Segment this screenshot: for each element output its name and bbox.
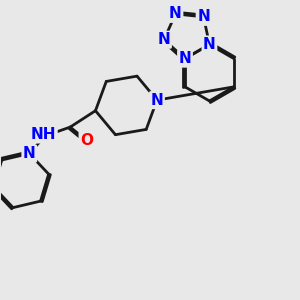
Text: N: N bbox=[178, 51, 191, 66]
Text: N: N bbox=[23, 146, 36, 161]
Text: N: N bbox=[151, 93, 164, 108]
Text: N: N bbox=[169, 6, 182, 21]
Text: N: N bbox=[197, 9, 210, 24]
Text: NH: NH bbox=[31, 127, 56, 142]
Text: N: N bbox=[203, 37, 216, 52]
Text: O: O bbox=[80, 133, 93, 148]
Text: N: N bbox=[158, 32, 170, 47]
